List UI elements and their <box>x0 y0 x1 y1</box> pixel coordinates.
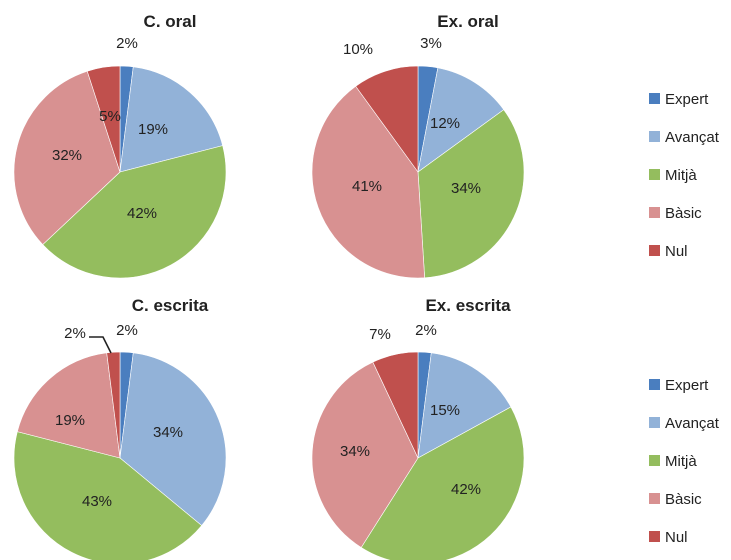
legend-label-bottom-basic: Bàsic <box>665 491 702 508</box>
pie-slice-c-escrita-mitja <box>13 431 203 560</box>
pie-slice-ex-escrita-mitja <box>360 406 525 560</box>
legend-top: Expert Avançat Mitjà Bàsic Nul <box>649 91 720 260</box>
pie-chart-c-escrita: 2% 34% 43% 19% 2% <box>13 322 227 560</box>
legend-label-top-nul: Nul <box>665 243 688 260</box>
legend-swatch-bottom-expert <box>649 379 660 390</box>
legend-bottom: Expert Avançat Mitjà Bàsic Nul <box>649 377 720 546</box>
data-label-ex-escrita-avancat: 15% <box>430 402 460 419</box>
legend-label-bottom-nul: Nul <box>665 529 688 546</box>
legend-swatch-bottom-mitja <box>649 455 660 466</box>
pie-slice-c-escrita-basic <box>16 352 121 459</box>
legend-swatch-top-avancat <box>649 131 660 142</box>
legend-swatch-bottom-nul <box>649 531 660 542</box>
data-label-c-oral-avancat: 19% <box>138 121 168 138</box>
pie-slice-c-oral-basic <box>13 70 121 245</box>
pie-slice-c-escrita-nul <box>106 351 121 459</box>
data-label-ex-oral-mitja: 34% <box>451 180 481 197</box>
chart-title-c-oral: C. oral <box>144 12 197 31</box>
legend-label-top-expert: Expert <box>665 91 709 108</box>
legend-swatch-bottom-basic <box>649 493 660 504</box>
legend-swatch-top-mitja <box>649 169 660 180</box>
legend-swatch-top-nul <box>649 245 660 256</box>
data-label-ex-escrita-mitja: 42% <box>451 481 481 498</box>
legend-label-bottom-mitja: Mitjà <box>665 453 697 470</box>
legend-label-top-avancat: Avançat <box>665 129 720 146</box>
data-label-ex-escrita-expert: 2% <box>415 322 437 339</box>
data-label-ex-escrita-basic: 34% <box>340 443 370 460</box>
data-label-c-escrita-nul: 2% <box>64 325 86 342</box>
data-label-ex-escrita-nul: 7% <box>369 326 391 343</box>
pie-chart-ex-escrita: 2% 15% 42% 34% 7% <box>311 322 525 560</box>
data-label-c-oral-expert: 2% <box>116 35 138 52</box>
data-label-c-escrita-expert: 2% <box>116 322 138 339</box>
data-label-c-escrita-avancat: 34% <box>153 424 183 441</box>
leader-line-c-escrita-nul <box>89 336 112 354</box>
pie-slice-c-oral-mitja <box>42 145 227 279</box>
legend-label-top-mitja: Mitjà <box>665 167 697 184</box>
legend-swatch-bottom-avancat <box>649 417 660 428</box>
data-label-ex-oral-basic: 41% <box>352 178 382 195</box>
chart-title-ex-escrita: Ex. escrita <box>425 296 511 315</box>
data-label-c-escrita-basic: 19% <box>55 412 85 429</box>
data-label-ex-oral-avancat: 12% <box>430 115 460 132</box>
pie-slice-ex-escrita-avancat <box>417 352 512 459</box>
data-label-c-oral-nul: 5% <box>99 108 121 125</box>
chart-title-ex-oral: Ex. oral <box>437 12 498 31</box>
legend-label-bottom-avancat: Avançat <box>665 415 720 432</box>
data-label-c-oral-basic: 32% <box>52 147 82 164</box>
pie-slice-ex-escrita-nul <box>372 351 419 459</box>
pie-slice-ex-escrita-basic <box>311 361 419 548</box>
chart-title-c-escrita: C. escrita <box>132 296 209 315</box>
pie-slice-ex-oral-basic <box>311 85 425 279</box>
pie-chart-c-oral: 2% 19% 42% 32% 5% <box>13 35 227 279</box>
data-label-ex-oral-nul: 10% <box>343 41 373 58</box>
legend-swatch-top-expert <box>649 93 660 104</box>
pie-slice-ex-oral-nul <box>355 65 419 173</box>
legend-swatch-top-basic <box>649 207 660 218</box>
pie-slice-c-oral-avancat <box>119 66 224 173</box>
pie-chart-ex-oral: 3% 12% 34% 41% 10% <box>311 35 525 279</box>
pie-slice-ex-oral-avancat <box>417 67 505 173</box>
data-label-c-oral-mitja: 42% <box>127 205 157 222</box>
data-label-c-escrita-mitja: 43% <box>82 493 112 510</box>
pie-slice-c-escrita-avancat <box>119 352 227 526</box>
legend-label-top-basic: Bàsic <box>665 205 702 222</box>
legend-label-bottom-expert: Expert <box>665 377 709 394</box>
pie-slice-c-oral-nul <box>86 65 121 173</box>
pie-slice-ex-oral-mitja <box>417 109 525 279</box>
data-label-ex-oral-expert: 3% <box>420 35 442 52</box>
